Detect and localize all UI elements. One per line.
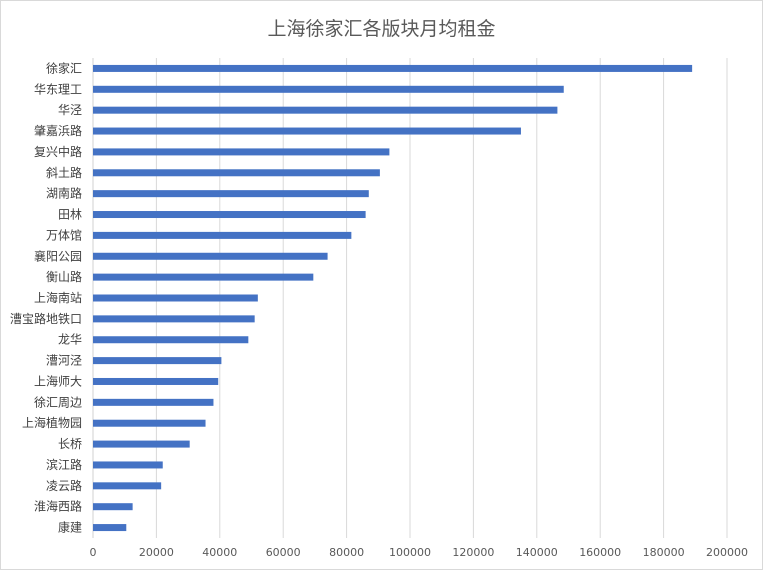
category-label: 复兴中路 bbox=[34, 144, 82, 159]
bar-淮海西路 bbox=[93, 503, 133, 511]
category-label: 华东理工 bbox=[34, 82, 82, 96]
bar-康建 bbox=[93, 524, 127, 532]
bar-凌云路 bbox=[93, 482, 162, 490]
x-tick-label: 120000 bbox=[452, 546, 494, 559]
category-label: 湖南路 bbox=[46, 186, 82, 201]
bar-华泾 bbox=[93, 106, 558, 114]
category-label: 淮海西路 bbox=[34, 499, 82, 514]
category-label: 田林 bbox=[58, 208, 82, 222]
x-tick-label: 20000 bbox=[139, 546, 174, 559]
x-tick-label: 160000 bbox=[579, 546, 621, 559]
x-tick-label: 40000 bbox=[202, 546, 237, 559]
category-label: 上海植物园 bbox=[22, 415, 82, 430]
category-label: 漕河泾 bbox=[46, 354, 82, 368]
category-label: 长桥 bbox=[58, 437, 82, 451]
category-label: 凌云路 bbox=[46, 478, 82, 493]
bar-漕宝路地铁口 bbox=[93, 315, 255, 323]
bar-徐家汇 bbox=[93, 64, 693, 72]
bar-漕河泾 bbox=[93, 357, 222, 365]
x-tick-label: 100000 bbox=[389, 546, 431, 559]
category-label: 徐汇周边 bbox=[34, 394, 82, 409]
bar-上海南站 bbox=[93, 294, 258, 302]
bar-田林 bbox=[93, 211, 366, 219]
category-label: 万体馆 bbox=[46, 227, 82, 242]
chart-title: 上海徐家汇各版块月均租金 bbox=[267, 18, 496, 40]
bar-万体馆 bbox=[93, 231, 352, 239]
category-label: 康建 bbox=[58, 520, 82, 535]
x-tick-label: 60000 bbox=[266, 546, 301, 559]
category-label: 衡山路 bbox=[46, 269, 82, 284]
x-tick-label: 0 bbox=[90, 546, 97, 559]
x-tick-label: 180000 bbox=[643, 546, 685, 559]
bar-湖南路 bbox=[93, 190, 369, 198]
bar-上海师大 bbox=[93, 377, 219, 385]
bar-龙华 bbox=[93, 336, 249, 344]
category-label: 龙华 bbox=[58, 333, 82, 347]
x-tick-label: 80000 bbox=[329, 546, 364, 559]
category-label: 上海南站 bbox=[34, 290, 82, 305]
grid-lines bbox=[92, 58, 728, 538]
category-label: 斜土路 bbox=[46, 165, 82, 180]
category-label: 滨江路 bbox=[46, 457, 82, 472]
bar-华东理工 bbox=[93, 85, 564, 93]
category-label: 上海师大 bbox=[34, 373, 82, 388]
bar-长桥 bbox=[93, 440, 190, 448]
bar-复兴中路 bbox=[93, 148, 390, 156]
bars bbox=[93, 64, 693, 532]
category-label: 华泾 bbox=[58, 103, 82, 117]
category-label: 徐家汇 bbox=[46, 60, 82, 75]
x-axis-tick-labels: 0 20000 40000 60000 80000 100000 120000 140000 1… bbox=[90, 546, 749, 559]
bar-上海植物园 bbox=[93, 419, 206, 427]
category-label: 肇嘉浜路 bbox=[34, 123, 82, 138]
category-label: 襄阳公园 bbox=[34, 248, 82, 263]
category-label: 漕宝路地铁口 bbox=[10, 311, 82, 326]
bar-滨江路 bbox=[93, 461, 163, 469]
bar-徐汇周边 bbox=[93, 398, 214, 406]
bar-斜土路 bbox=[93, 169, 380, 177]
category-labels: 徐家汇华东理工华泾肇嘉浜路复兴中路斜土路湖南路田林万体馆襄阳公园衡山路上海南站漕… bbox=[10, 60, 82, 534]
bar-肇嘉浜路 bbox=[93, 127, 521, 135]
x-tick-label: 140000 bbox=[516, 546, 558, 559]
x-tick-label: 200000 bbox=[706, 546, 748, 559]
bar-襄阳公园 bbox=[93, 252, 328, 260]
bar-衡山路 bbox=[93, 273, 314, 281]
